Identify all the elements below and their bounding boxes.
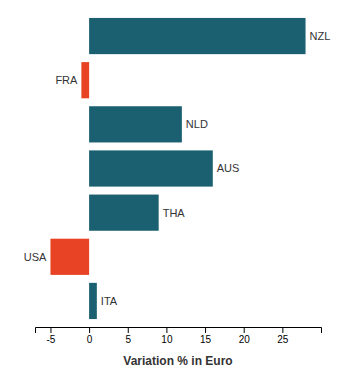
category-label: THA [163, 207, 186, 219]
x-tick-mark [205, 327, 206, 333]
x-tick-label: 25 [277, 334, 289, 345]
x-axis: -5 0 5 10 15 20 25 [36, 327, 322, 345]
bar [89, 195, 159, 231]
x-axis-title: Variation % in Euro [123, 354, 232, 368]
bar [89, 150, 213, 186]
x-tick-label: 10 [161, 334, 173, 345]
x-tick-label: 20 [239, 334, 251, 345]
x-tick-label: 0 [87, 334, 93, 345]
x-tick-mark [128, 327, 129, 333]
bar [89, 18, 305, 54]
category-label: NZL [310, 30, 331, 42]
category-label: FRA [55, 74, 78, 86]
category-label: NLD [186, 118, 208, 130]
bar [50, 239, 89, 275]
bar [89, 283, 97, 319]
x-tick: 10 [161, 327, 173, 345]
x-tick: 0 [87, 327, 93, 345]
x-tick-label: 15 [200, 334, 212, 345]
x-tick-mark [282, 327, 283, 333]
x-tick-mark [50, 327, 51, 333]
x-tick-mark [244, 327, 245, 333]
x-tick-mark [166, 327, 167, 333]
category-label: USA [24, 251, 47, 263]
x-tick: 5 [125, 327, 131, 345]
category-label: AUS [217, 162, 240, 174]
x-tick: -5 [47, 327, 56, 345]
bars [50, 18, 305, 319]
x-tick: 15 [200, 327, 212, 345]
chart-svg: -5 0 5 10 15 20 25 NZL FRA NLD AUS THA USA ITA Variati… [0, 0, 361, 375]
x-tick: 25 [277, 327, 289, 345]
x-tick-mark [89, 327, 90, 333]
chart-container: -5 0 5 10 15 20 25 NZL FRA NLD AUS THA USA ITA Variati… [0, 0, 361, 375]
x-axis-line [36, 328, 322, 334]
x-tick-label: 5 [125, 334, 131, 345]
x-tick: 20 [239, 327, 251, 345]
bar [81, 62, 89, 98]
plot-area: -5 0 5 10 15 20 25 NZL FRA NLD AUS THA USA ITA [24, 18, 330, 345]
category-labels: NZL FRA NLD AUS THA USA ITA [24, 30, 330, 307]
category-label: ITA [101, 295, 118, 307]
x-tick-label: -5 [47, 334, 56, 345]
bar [89, 106, 182, 142]
